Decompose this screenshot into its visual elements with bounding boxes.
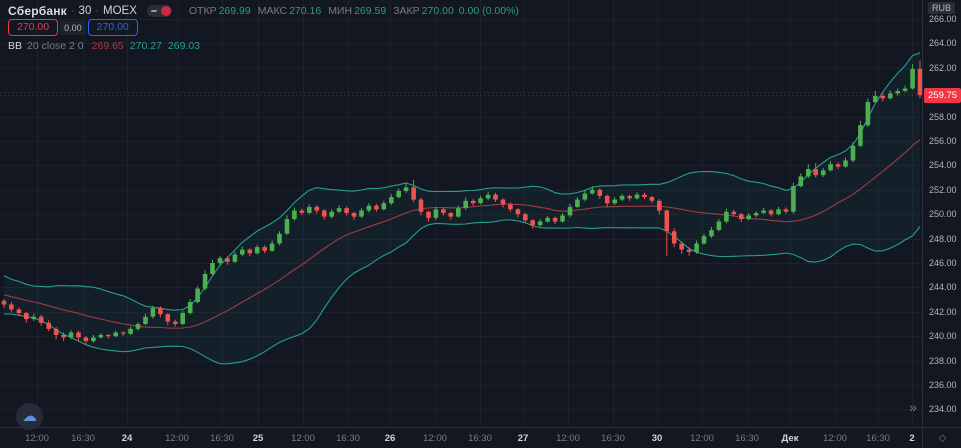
buy-button[interactable]: 270.00 [87, 19, 138, 36]
time-axis[interactable]: 12:00 16:30 24 12:00 16:30 25 12:00 16:30 26 12:0… [0, 427, 922, 448]
time-tick-label: 12:00 [165, 433, 189, 444]
indicator-row[interactable]: BB 20 close 2 0 269.65 270.27 269.03 [8, 38, 519, 53]
time-tick-label: 12:00 [823, 433, 847, 444]
sell-button[interactable]: 270.00 [8, 19, 59, 36]
cloud-icon: ☁ [22, 408, 37, 425]
time-tick-label: 12:00 [25, 433, 49, 444]
time-tick-label: 16:30 [468, 433, 492, 444]
last-price-label: 259.75 [924, 88, 961, 104]
price-tick-label: 234.00 [929, 404, 957, 415]
symbol-row[interactable]: Сбербанк · 30 · MOEX ОТКР 269.99 МАКС 27… [8, 3, 519, 18]
scroll-to-recent-button[interactable]: » [909, 399, 917, 415]
low-value: 269.59 [354, 4, 387, 17]
axis-corner: ◇ [922, 427, 961, 448]
indicator-lower-value: 269.03 [167, 39, 201, 52]
time-tick-label: 30 [651, 433, 663, 444]
toggle-dash-icon [150, 9, 157, 12]
time-tick-label: 25 [252, 433, 264, 444]
exchange-label[interactable]: MOEX [103, 4, 137, 17]
price-axis[interactable]: RUB 259.75 266.00264.00262.00260.00258.0… [922, 0, 961, 427]
chart-background [0, 0, 922, 427]
time-tick-label: 12:00 [556, 433, 580, 444]
price-tick-label: 246.00 [929, 258, 957, 268]
separator: · [95, 4, 100, 17]
market-status-toggle[interactable] [146, 4, 172, 17]
toggle-knob [160, 5, 171, 16]
price-tick-label: 258.00 [929, 111, 957, 122]
spread-value: 0.00 [60, 20, 86, 35]
price-tick-label: 252.00 [929, 184, 957, 195]
low-label: МИН [328, 4, 353, 17]
bollinger-bands [3, 52, 921, 365]
price-tick-label: 266.00 [929, 14, 957, 24]
time-tick-label: 12:00 [690, 433, 714, 444]
time-tick-label: Дек [781, 433, 799, 444]
indicator-name[interactable]: BB [8, 39, 23, 52]
close-value: 270.00 [421, 4, 454, 17]
trade-buttons-row: 270.00 0.00 270.00 [8, 19, 519, 36]
time-tick-label: 16:30 [866, 433, 890, 444]
close-label: ЗАКР [393, 4, 420, 17]
open-value: 269.99 [218, 4, 251, 17]
price-tick-label: 262.00 [929, 62, 957, 73]
chart-legend: Сбербанк · 30 · MOEX ОТКР 269.99 МАКС 27… [8, 3, 519, 53]
time-tick-label: 16:30 [336, 433, 360, 444]
separator: · [70, 4, 75, 17]
time-tick-label: 16:30 [210, 433, 234, 444]
axis-settings-icon[interactable]: ◇ [938, 433, 947, 444]
interval-label[interactable]: 30 [78, 4, 92, 17]
time-tick-label: 12:00 [423, 433, 447, 444]
high-value: 270.16 [289, 4, 322, 17]
price-tick-label: 244.00 [929, 282, 957, 293]
time-tick-label: 16:30 [735, 433, 759, 444]
price-tick-label: 256.00 [929, 136, 957, 146]
time-tick-label: 27 [517, 433, 529, 444]
price-tick-label: 242.00 [929, 306, 957, 317]
price-tick-label: 264.00 [929, 38, 957, 49]
indicator-basis-value: 269.65 [91, 39, 124, 52]
price-tick-label: 238.00 [929, 355, 957, 366]
gridlines [0, 0, 922, 427]
price-tick-label: 236.00 [929, 380, 957, 390]
currency-label[interactable]: RUB [928, 2, 956, 14]
time-tick-label: 16:30 [71, 433, 95, 444]
tradingview-logo-button[interactable]: ☁ [16, 403, 43, 430]
change-value: 0.00 (0.00%) [458, 4, 519, 17]
time-tick-label: 24 [121, 433, 133, 444]
time-tick-label: 12:00 [291, 433, 315, 444]
price-tick-label: 248.00 [929, 233, 957, 244]
time-tick-label: 2 [909, 433, 915, 444]
symbol-name[interactable]: Сбербанк [8, 3, 67, 18]
high-label: МАКС [257, 4, 288, 17]
open-label: ОТКР [188, 4, 217, 17]
chart-canvas[interactable] [0, 0, 922, 427]
candles [1, 60, 922, 345]
indicator-params: 20 close 2 0 [27, 39, 84, 52]
price-tick-label: 240.00 [929, 331, 957, 342]
time-tick-label: 26 [384, 433, 396, 444]
price-tick-label: 250.00 [929, 209, 957, 220]
price-tick-label: 254.00 [929, 160, 957, 171]
time-tick-label: 16:30 [601, 433, 625, 444]
indicator-upper-value: 270.27 [129, 39, 162, 52]
